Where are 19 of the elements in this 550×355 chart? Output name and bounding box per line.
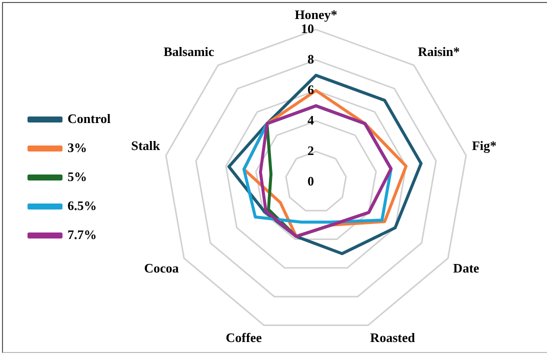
spoke-label: Cocoa [144,260,180,276]
legend-label: 7.7% [68,226,97,242]
spoke-label: Honey* [294,7,338,22]
spoke-label: Stalk [131,138,161,154]
y-tick-label: 10 [301,20,314,36]
legend-label: 3% [68,140,87,155]
y-tick-label: 0 [308,173,314,188]
y-tick-label: 8 [308,51,314,66]
spoke-label: Roasted [370,330,416,346]
spoke-label: Fig* [472,138,497,154]
spoke-label: Date [453,260,480,276]
y-tick-label: 4 [308,112,314,128]
spoke-label: Raisin* [418,44,460,60]
y-tick-label: 2 [308,142,314,158]
legend-label: 6.5% [68,198,97,213]
legend-label: Control [68,110,111,126]
spoke-label: Balsamic [164,44,214,60]
spoke-label: Coffee [226,330,262,346]
legend-label: 5% [68,168,87,184]
